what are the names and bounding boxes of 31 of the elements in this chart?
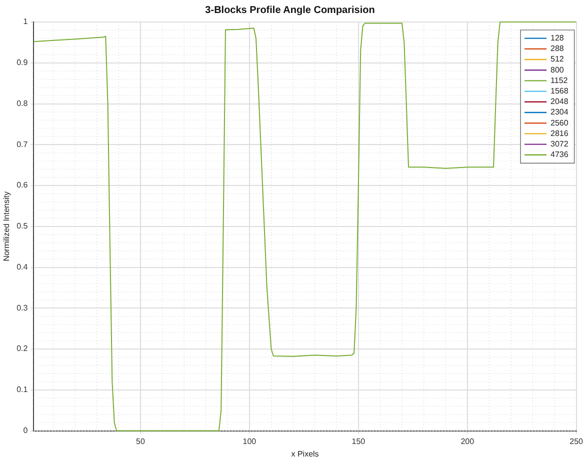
y-tick-label: 0.9 [16,58,28,68]
legend-label: 1152 [550,76,568,85]
x-tick-label: 250 [570,436,584,446]
legend-label: 2816 [550,128,569,138]
legend-label: 512 [550,54,564,64]
legend-label: 2560 [550,118,569,128]
y-tick-label: 0.7 [16,140,28,149]
x-tick-label: 150 [352,436,366,446]
y-tick-label: 0.3 [16,303,28,312]
chart-title: 3-Blocks Profile Angle Comparision [205,4,375,16]
y-tick-label: 0.8 [16,98,28,108]
y-tick-label: 0.2 [16,344,28,354]
legend-label: 1568 [550,86,569,96]
legend-label: 3072 [550,140,569,149]
y-tick-label: 1 [23,17,28,26]
legend-label: 288 [550,44,564,54]
legend-label: 2048 [550,97,569,106]
y-tick-label: 0.1 [16,385,28,394]
x-tick-label: 100 [242,436,257,446]
y-tick-label: 0 [23,426,28,436]
x-tick-label: 50 [136,436,146,446]
y-axis-title: Normilized Intensity [2,191,12,262]
legend-label: 128 [550,34,564,43]
y-tick-label: 0.6 [16,180,28,190]
legend-label: 800 [550,65,564,74]
y-tick-label: 0.4 [16,262,28,272]
y-tick-label: 0.5 [16,222,28,231]
legend-label: 2304 [550,108,569,117]
x-tick-label: 200 [460,436,475,446]
x-axis-title: x Pixels [291,449,319,458]
legend-label: 4736 [550,150,569,160]
